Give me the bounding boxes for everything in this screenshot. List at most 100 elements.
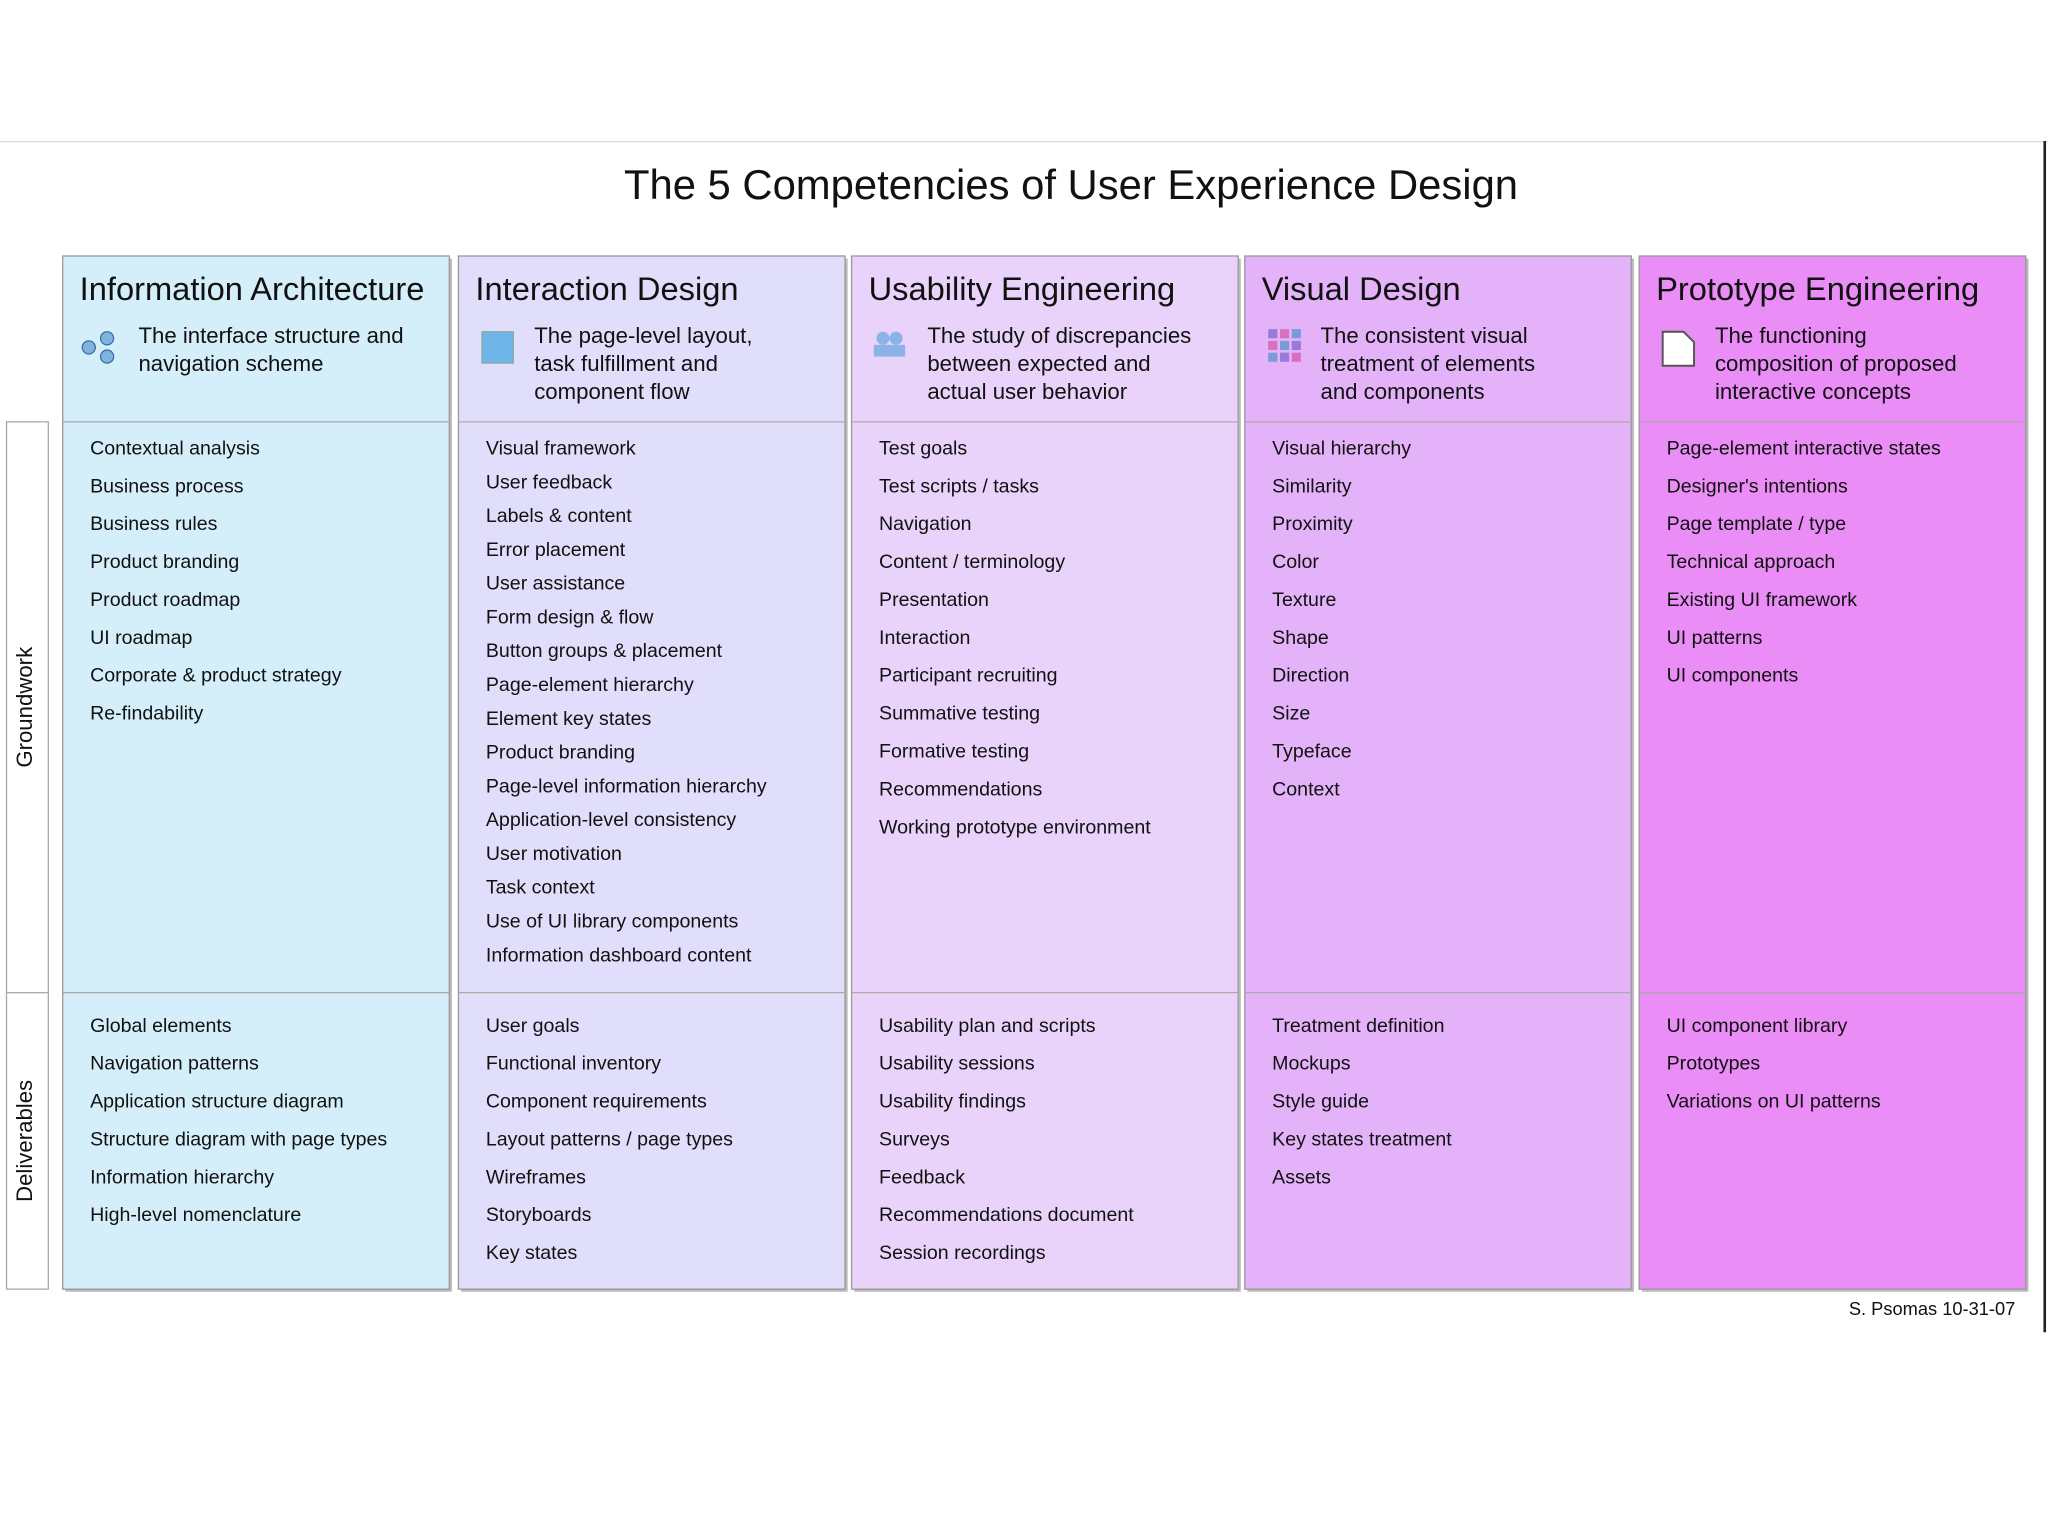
groundwork-item: Proximity [1272, 513, 1353, 535]
row-label-box [5, 421, 49, 994]
groundwork-item: Labels & content [486, 505, 632, 527]
deliverable-item: High-level nomenclature [90, 1204, 301, 1226]
icon [81, 340, 96, 355]
groundwork-item: Application-level consistency [486, 809, 737, 831]
groundwork-item: User assistance [486, 573, 625, 595]
column-title: Usability Engineering [869, 270, 1176, 307]
groundwork-item: Similarity [1272, 475, 1352, 497]
column-description: The consistent visual [1320, 323, 1527, 348]
icon [873, 344, 906, 357]
deliverable-item: Treatment definition [1272, 1015, 1444, 1037]
groundwork-item: UI roadmap [90, 627, 192, 649]
groundwork-item: Context [1272, 778, 1340, 800]
icon [99, 349, 115, 364]
groundwork-item: Direction [1272, 665, 1349, 687]
groundwork-item: Business rules [90, 513, 218, 535]
groundwork-item: Test goals [879, 437, 967, 459]
groundwork-item: Participant recruiting [879, 665, 1057, 687]
column [850, 255, 1239, 1290]
groundwork-item: Summative testing [879, 703, 1040, 725]
icon [889, 331, 903, 345]
groundwork-item: UI components [1667, 665, 1799, 687]
groundwork-item: Working prototype environment [879, 816, 1151, 838]
deliverable-item: Functional inventory [486, 1053, 661, 1075]
deliverable-item: Key states [486, 1242, 578, 1264]
deliverable-item: Storyboards [486, 1204, 592, 1226]
groundwork-item: Task context [486, 877, 595, 899]
column [1638, 255, 2027, 1290]
column [62, 255, 450, 1290]
column-description: The functioning [1715, 323, 1867, 348]
deliverable-item: Navigation patterns [90, 1053, 259, 1075]
deliverable-item: Usability findings [879, 1091, 1026, 1113]
deliverable-item: Key states treatment [1272, 1128, 1452, 1150]
deliverable-item: Recommendations document [879, 1204, 1134, 1226]
column-description: treatment of elements [1320, 351, 1535, 376]
groundwork-item: Technical approach [1667, 551, 1836, 573]
column-description: task fulfillment and [534, 351, 718, 376]
icon [1268, 340, 1278, 351]
groundwork-item: Business process [90, 475, 244, 497]
groundwork-item: Form design & flow [486, 606, 654, 628]
column-description: component flow [534, 379, 690, 404]
groundwork-item: Product branding [90, 551, 239, 573]
icon [1661, 330, 1696, 367]
column-title: Interaction Design [475, 270, 738, 307]
groundwork-item: Information dashboard content [486, 944, 752, 966]
groundwork-item: User motivation [486, 843, 622, 865]
groundwork-item: Interaction [879, 627, 970, 649]
deliverable-item: Global elements [90, 1015, 232, 1037]
groundwork-item: Contextual analysis [90, 437, 260, 459]
icon [1268, 329, 1278, 339]
icon [99, 331, 115, 346]
groundwork-item: Presentation [879, 589, 989, 611]
groundwork-item: Re-findability [90, 703, 203, 725]
deliverable-item: Usability sessions [879, 1053, 1035, 1075]
groundwork-item: Page-element interactive states [1667, 437, 1941, 459]
deliverable-item: Style guide [1272, 1091, 1369, 1113]
column-title: Visual Design [1262, 270, 1461, 307]
deliverable-item: Session recordings [879, 1242, 1046, 1264]
column-title: Information Architecture [80, 270, 425, 307]
column [457, 255, 846, 1290]
groundwork-item: Test scripts / tasks [879, 475, 1039, 497]
column-description: The page-level layout, [534, 323, 752, 348]
groundwork-item: Corporate & product strategy [90, 665, 342, 687]
deliverable-item: Structure diagram with page types [90, 1128, 387, 1150]
icon [1291, 340, 1301, 351]
groundwork-item: Navigation [879, 513, 972, 535]
icon [1280, 329, 1290, 339]
groundwork-item: Page-level information hierarchy [486, 775, 767, 797]
groundwork-item: Page template / type [1667, 513, 1847, 535]
title: The 5 Competencies of User Experience De… [624, 161, 1518, 208]
deliverable-item: Variations on UI patterns [1667, 1091, 1881, 1113]
icon [1291, 352, 1301, 362]
deliverable-item: Prototypes [1667, 1053, 1761, 1075]
deliverable-item: Component requirements [486, 1091, 707, 1113]
column-description: and components [1320, 379, 1484, 404]
groundwork-item: Use of UI library components [486, 910, 739, 932]
groundwork-item: Formative testing [879, 740, 1029, 762]
deliverable-item: Assets [1272, 1166, 1331, 1188]
column-description: between expected and [927, 351, 1150, 376]
deliverable-item: Usability plan and scripts [879, 1015, 1096, 1037]
groundwork-item: UI patterns [1667, 627, 1763, 649]
column-description: interactive concepts [1715, 379, 1911, 404]
groundwork-item: Button groups & placement [486, 640, 723, 662]
deliverable-item: Wireframes [486, 1166, 586, 1188]
deliverable-item: Surveys [879, 1128, 950, 1150]
groundwork-item: Visual hierarchy [1272, 437, 1411, 459]
groundwork-item: Size [1272, 703, 1310, 725]
groundwork-item: Existing UI framework [1667, 589, 1858, 611]
groundwork-item: Color [1272, 551, 1319, 573]
deliverable-item: Layout patterns / page types [486, 1128, 733, 1150]
icon [1280, 352, 1290, 362]
column-description: The study of discrepancies [927, 323, 1191, 348]
groundwork-item: Page-element hierarchy [486, 674, 694, 696]
icon [876, 331, 890, 345]
column [1244, 255, 1632, 1290]
icon [1280, 340, 1290, 351]
column-description: composition of proposed [1715, 351, 1957, 376]
groundwork-item: Recommendations [879, 778, 1042, 800]
